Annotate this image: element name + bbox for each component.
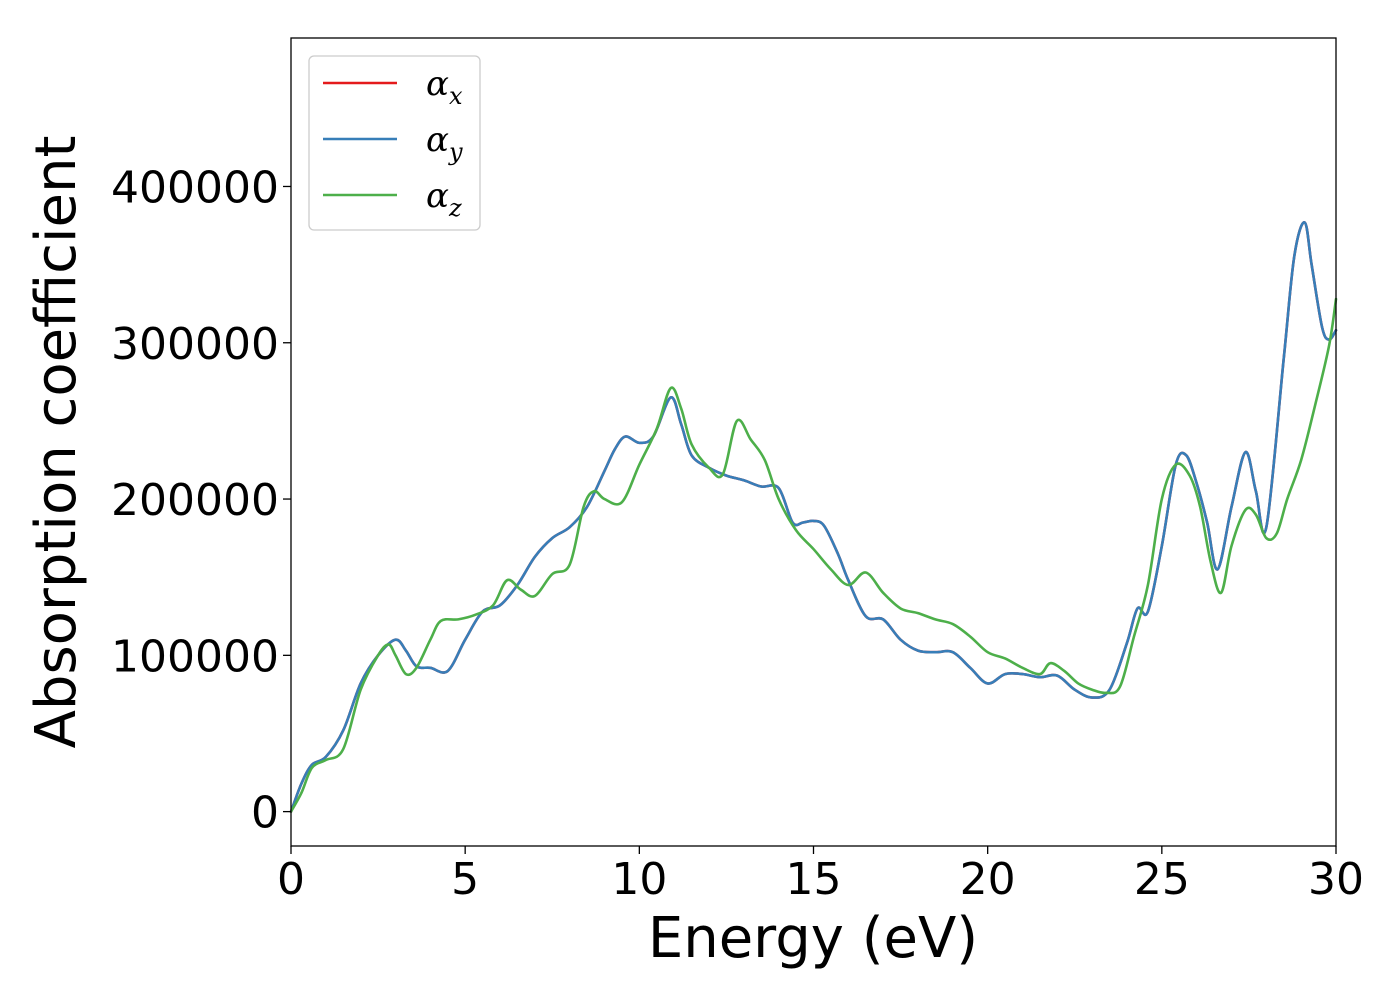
legend-label-alpha-x: αx <box>426 64 463 110</box>
legend-label-alpha-y: αy <box>426 120 463 166</box>
y-tick-label: 400000 <box>111 162 279 213</box>
x-tick-label: 0 <box>277 854 305 905</box>
x-tick-label: 5 <box>451 854 479 905</box>
legend: αx αy αz <box>308 55 481 231</box>
y-tick-label: 0 <box>251 788 279 839</box>
x-tick-label: 10 <box>611 854 667 905</box>
y-axis-ticks: 0 100000 200000 300000 400000 <box>111 162 291 839</box>
series-line-alpha-y <box>289 221 1338 813</box>
legend-items: αx αy αz <box>323 64 463 222</box>
x-axis-ticks: 0 5 10 15 20 25 30 <box>277 846 1364 905</box>
series-layer <box>289 221 1338 813</box>
x-axis-label: Energy (eV) <box>648 906 978 971</box>
x-tick-label: 20 <box>960 854 1016 905</box>
x-tick-label: 25 <box>1134 854 1190 905</box>
y-tick-label: 300000 <box>111 319 279 370</box>
x-tick-label: 15 <box>786 854 842 905</box>
legend-box <box>308 55 481 231</box>
series-line-alpha-z <box>289 297 1338 813</box>
legend-label-alpha-z: αz <box>426 176 462 222</box>
y-tick-label: 100000 <box>111 631 279 682</box>
x-tick-label: 30 <box>1308 854 1364 905</box>
y-tick-label: 200000 <box>111 475 279 526</box>
y-axis-label: Absorption coefficient <box>24 136 89 749</box>
